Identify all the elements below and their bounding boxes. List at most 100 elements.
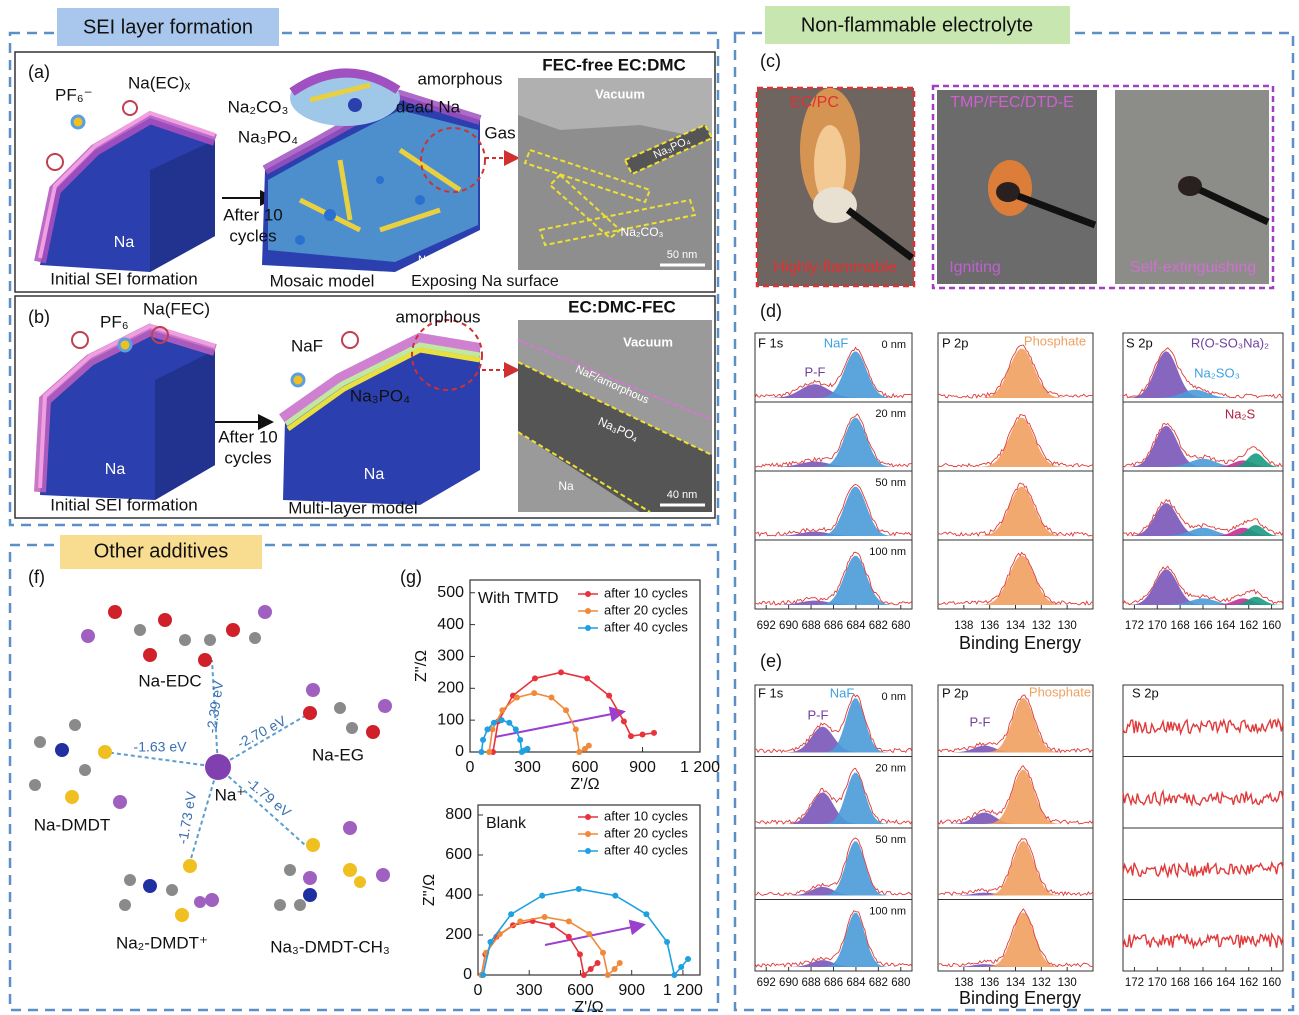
x-tick-label: 172 bbox=[1125, 620, 1144, 632]
label: Phosphate bbox=[1024, 333, 1086, 348]
label: Na(EC)ₓ bbox=[128, 73, 191, 92]
label: Na-EG bbox=[312, 745, 364, 764]
x-tick-label: 160 bbox=[1262, 620, 1281, 632]
label: F 1s bbox=[758, 685, 784, 700]
atom bbox=[158, 613, 172, 627]
y-tick-label: 800 bbox=[445, 806, 472, 823]
data-point bbox=[486, 749, 492, 755]
legend-label: after 40 cycles bbox=[604, 619, 688, 634]
x-tick-label: 688 bbox=[801, 620, 820, 632]
atom bbox=[175, 908, 189, 922]
label: Na₃PO₄ bbox=[238, 127, 298, 146]
label: Na bbox=[364, 466, 385, 483]
y-tick-label: 200 bbox=[445, 926, 472, 943]
atom bbox=[166, 884, 178, 896]
data-point bbox=[517, 737, 523, 743]
x-tick-label: 138 bbox=[954, 620, 973, 632]
x-tick-label: 166 bbox=[1193, 620, 1212, 632]
x-tick-label: 682 bbox=[869, 620, 888, 632]
data-point bbox=[563, 707, 569, 713]
label: R(O-SO₃Na)₂ bbox=[1191, 335, 1269, 350]
label: (g) bbox=[400, 567, 422, 587]
x-tick-label: 134 bbox=[1006, 620, 1026, 632]
molecule-dmdt bbox=[29, 719, 127, 809]
atom bbox=[205, 893, 219, 907]
label: Na₂CO₃ bbox=[621, 225, 664, 239]
atom bbox=[113, 795, 127, 809]
x-tick-label: 688 bbox=[801, 977, 820, 989]
data-point bbox=[539, 893, 545, 899]
label: Na bbox=[558, 479, 574, 493]
data-point bbox=[566, 934, 572, 940]
series-line bbox=[489, 693, 589, 752]
label: Na₂CO₃ bbox=[228, 97, 289, 116]
label: Na-DMDT bbox=[34, 815, 111, 834]
x-tick-label: 162 bbox=[1239, 977, 1258, 989]
label: After 10 bbox=[223, 205, 283, 224]
atom bbox=[108, 605, 122, 619]
label: -2.39 eV bbox=[203, 679, 226, 734]
particle bbox=[415, 195, 425, 205]
label: EC/PC bbox=[790, 94, 839, 111]
x-tick-label: 132 bbox=[1032, 620, 1051, 632]
label: Mosaic model bbox=[270, 271, 375, 290]
figure: SEI layer formationNon-flammable electro… bbox=[0, 0, 1299, 1015]
atom bbox=[366, 725, 380, 739]
label: Self-extinguishing bbox=[1130, 259, 1256, 276]
label: Vacuum bbox=[595, 86, 645, 101]
x-tick-label: 900 bbox=[618, 982, 645, 999]
data-point bbox=[612, 893, 618, 899]
data-point bbox=[584, 675, 590, 681]
data-point bbox=[685, 956, 691, 962]
atom bbox=[258, 605, 272, 619]
data-point bbox=[664, 939, 670, 945]
trend-arrow bbox=[495, 712, 622, 737]
atom bbox=[143, 879, 157, 893]
atom bbox=[98, 745, 112, 759]
label: (b) bbox=[28, 307, 50, 327]
legend-marker bbox=[585, 591, 591, 597]
atom bbox=[198, 653, 212, 667]
dead-na bbox=[348, 98, 362, 112]
atom bbox=[378, 699, 392, 713]
legend-marker bbox=[585, 625, 591, 631]
label: cycles bbox=[224, 448, 271, 467]
label: FEC-free EC:DMC bbox=[542, 55, 686, 74]
data-point bbox=[499, 707, 505, 713]
label: Exposing Na surface bbox=[411, 273, 559, 290]
atom bbox=[274, 899, 286, 911]
label: Na₃-DMDT-CH₃ bbox=[270, 937, 390, 956]
molecule-dmdt3 bbox=[274, 821, 390, 911]
depth-label: 0 nm bbox=[882, 691, 906, 703]
data-point bbox=[548, 695, 554, 701]
data-point bbox=[628, 733, 634, 739]
particle bbox=[324, 209, 336, 221]
data-point bbox=[487, 939, 493, 945]
data-point bbox=[576, 886, 582, 892]
atom bbox=[134, 624, 146, 636]
depth-label: 100 nm bbox=[869, 905, 906, 917]
legend-marker bbox=[585, 848, 591, 854]
axis-label: Z''/Ω bbox=[413, 650, 430, 682]
label: Na(FEC) bbox=[143, 299, 210, 318]
sample-disc bbox=[996, 182, 1020, 202]
label: PF₆ bbox=[100, 312, 129, 331]
label: -1.73 eV bbox=[174, 790, 199, 846]
atom bbox=[55, 743, 69, 757]
data-point bbox=[542, 914, 548, 920]
legend-marker bbox=[585, 814, 591, 820]
label: Initial SEI formation bbox=[50, 495, 197, 514]
label: (c) bbox=[760, 51, 781, 71]
label: P 2p bbox=[942, 685, 969, 700]
data-point bbox=[506, 720, 512, 726]
x-tick-label: 160 bbox=[1262, 977, 1281, 989]
na-ion bbox=[205, 754, 231, 780]
data-point bbox=[525, 746, 531, 752]
data-point bbox=[595, 960, 601, 966]
molecule-dmdt2 bbox=[119, 859, 219, 922]
x-tick-label: 692 bbox=[757, 620, 776, 632]
xps-frame bbox=[1123, 757, 1283, 829]
y-tick-label: 300 bbox=[437, 648, 464, 665]
x-tick-label: 690 bbox=[779, 620, 798, 632]
data-point bbox=[606, 693, 612, 699]
